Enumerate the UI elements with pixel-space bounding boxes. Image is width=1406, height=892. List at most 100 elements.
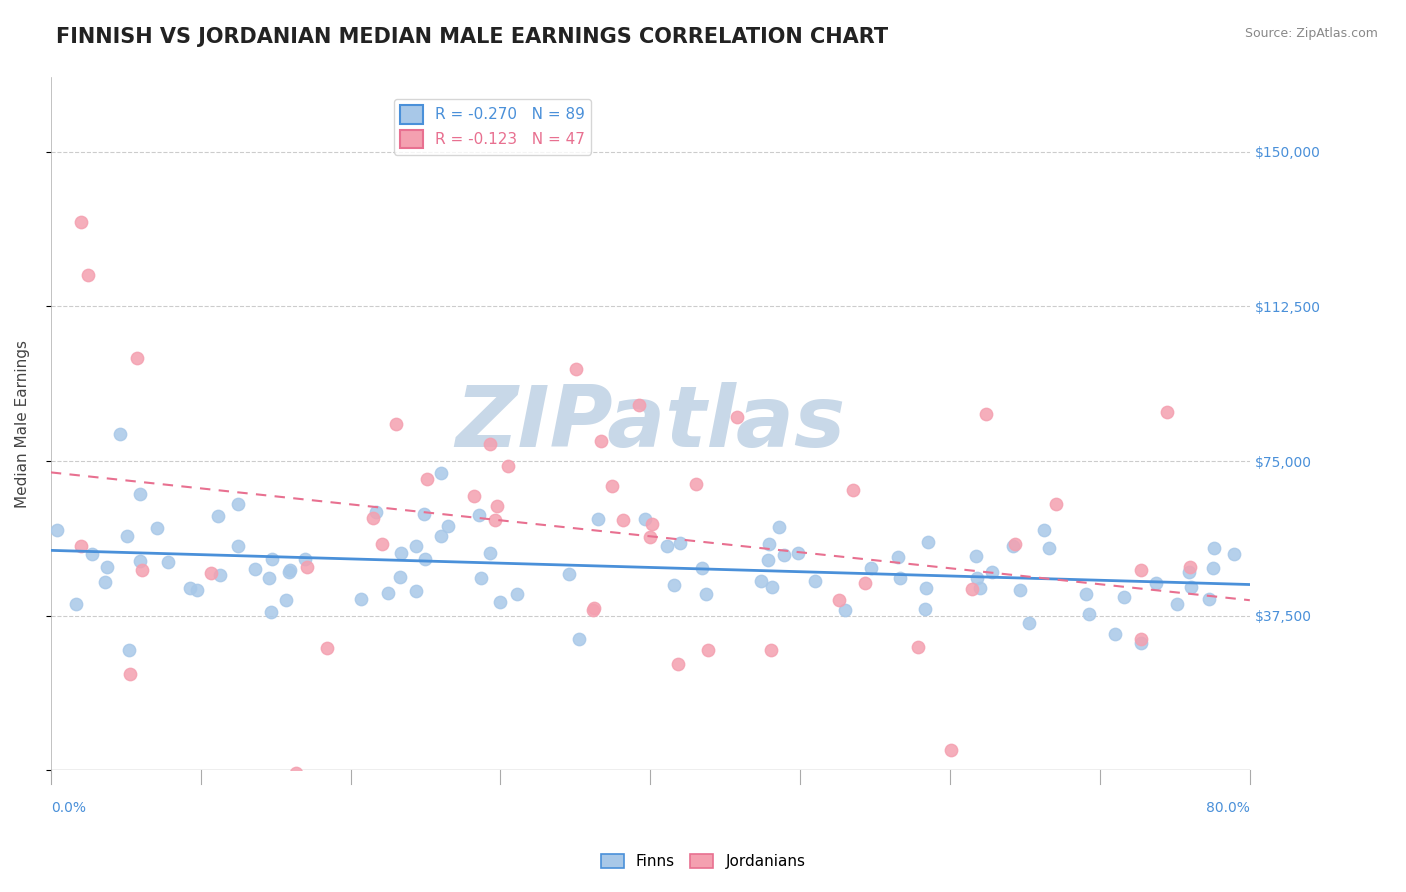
Point bbox=[761, 580, 783, 594]
Point bbox=[470, 571, 492, 585]
Point bbox=[640, 517, 662, 532]
Point bbox=[366, 505, 388, 519]
Point bbox=[96, 560, 118, 574]
Point bbox=[1018, 616, 1040, 631]
Point bbox=[914, 602, 936, 616]
Point bbox=[690, 561, 713, 575]
Point bbox=[200, 566, 222, 581]
Point bbox=[966, 571, 988, 585]
Point bbox=[1001, 539, 1024, 553]
Point bbox=[1202, 541, 1225, 555]
Point bbox=[749, 574, 772, 589]
Point bbox=[1177, 565, 1199, 579]
Point bbox=[582, 600, 605, 615]
Point bbox=[226, 539, 249, 553]
Point bbox=[226, 497, 249, 511]
Y-axis label: Median Male Earnings: Median Male Earnings bbox=[15, 340, 30, 508]
Point bbox=[1198, 591, 1220, 606]
Text: FINNISH VS JORDANIAN MEDIAN MALE EARNINGS CORRELATION CHART: FINNISH VS JORDANIAN MEDIAN MALE EARNING… bbox=[56, 27, 889, 46]
Point bbox=[46, 523, 69, 537]
Text: ZIPatlas: ZIPatlas bbox=[456, 383, 845, 466]
Point bbox=[787, 546, 810, 560]
Point bbox=[278, 565, 301, 579]
Point bbox=[186, 583, 208, 598]
Point bbox=[612, 513, 634, 527]
Point bbox=[834, 603, 856, 617]
Point bbox=[77, 268, 100, 283]
Point bbox=[260, 605, 283, 619]
Point bbox=[429, 466, 451, 480]
Point bbox=[179, 581, 201, 595]
Point bbox=[842, 483, 865, 497]
Point bbox=[1045, 497, 1067, 511]
Point bbox=[412, 507, 434, 521]
Point bbox=[758, 537, 780, 551]
Point bbox=[385, 417, 408, 431]
Point bbox=[479, 546, 502, 560]
Point bbox=[668, 657, 690, 671]
Point bbox=[295, 559, 318, 574]
Point bbox=[804, 574, 827, 588]
Point bbox=[1180, 580, 1202, 594]
Point bbox=[146, 521, 169, 535]
Point bbox=[467, 508, 489, 522]
Point bbox=[405, 583, 427, 598]
Point bbox=[1074, 587, 1097, 601]
Legend: R = -0.270   N = 89, R = -0.123   N = 47: R = -0.270 N = 89, R = -0.123 N = 47 bbox=[394, 99, 592, 154]
Point bbox=[489, 595, 512, 609]
Point bbox=[262, 551, 284, 566]
Point bbox=[257, 571, 280, 585]
Point bbox=[965, 549, 987, 563]
Point bbox=[506, 587, 529, 601]
Point bbox=[664, 578, 686, 592]
Point bbox=[1202, 560, 1225, 574]
Point bbox=[962, 582, 984, 596]
Point bbox=[80, 547, 103, 561]
Point bbox=[1212, 787, 1234, 801]
Point bbox=[887, 549, 910, 564]
Point bbox=[600, 478, 623, 492]
Point bbox=[245, 561, 267, 575]
Point bbox=[1038, 541, 1060, 555]
Point bbox=[127, 351, 149, 366]
Point bbox=[633, 512, 655, 526]
Point bbox=[907, 640, 929, 655]
Point bbox=[586, 511, 609, 525]
Point bbox=[1178, 560, 1201, 574]
Legend: Finns, Jordanians: Finns, Jordanians bbox=[595, 848, 811, 875]
Point bbox=[756, 553, 779, 567]
Point bbox=[1130, 564, 1153, 578]
Point bbox=[350, 592, 373, 607]
Point bbox=[430, 529, 453, 543]
Text: 0.0%: 0.0% bbox=[51, 801, 86, 815]
Point bbox=[657, 539, 679, 553]
Point bbox=[759, 642, 782, 657]
Point bbox=[969, 581, 991, 595]
Point bbox=[115, 529, 138, 543]
Point bbox=[274, 593, 297, 607]
Point bbox=[128, 554, 150, 568]
Point bbox=[208, 567, 231, 582]
Point bbox=[463, 489, 485, 503]
Point bbox=[725, 410, 748, 425]
Point bbox=[773, 548, 796, 562]
Point bbox=[860, 560, 883, 574]
Point bbox=[828, 592, 851, 607]
Point bbox=[565, 362, 588, 376]
Point bbox=[118, 667, 141, 681]
Point bbox=[377, 586, 399, 600]
Point bbox=[110, 426, 132, 441]
Point bbox=[405, 540, 427, 554]
Point bbox=[496, 458, 519, 473]
Point bbox=[768, 520, 790, 534]
Point bbox=[486, 499, 509, 513]
Point bbox=[1010, 582, 1032, 597]
Point bbox=[1078, 607, 1101, 622]
Point bbox=[131, 563, 153, 577]
Point bbox=[389, 546, 412, 560]
Point bbox=[361, 511, 384, 525]
Point bbox=[285, 766, 308, 780]
Text: Source: ZipAtlas.com: Source: ZipAtlas.com bbox=[1244, 27, 1378, 40]
Point bbox=[484, 512, 506, 526]
Point bbox=[917, 535, 939, 549]
